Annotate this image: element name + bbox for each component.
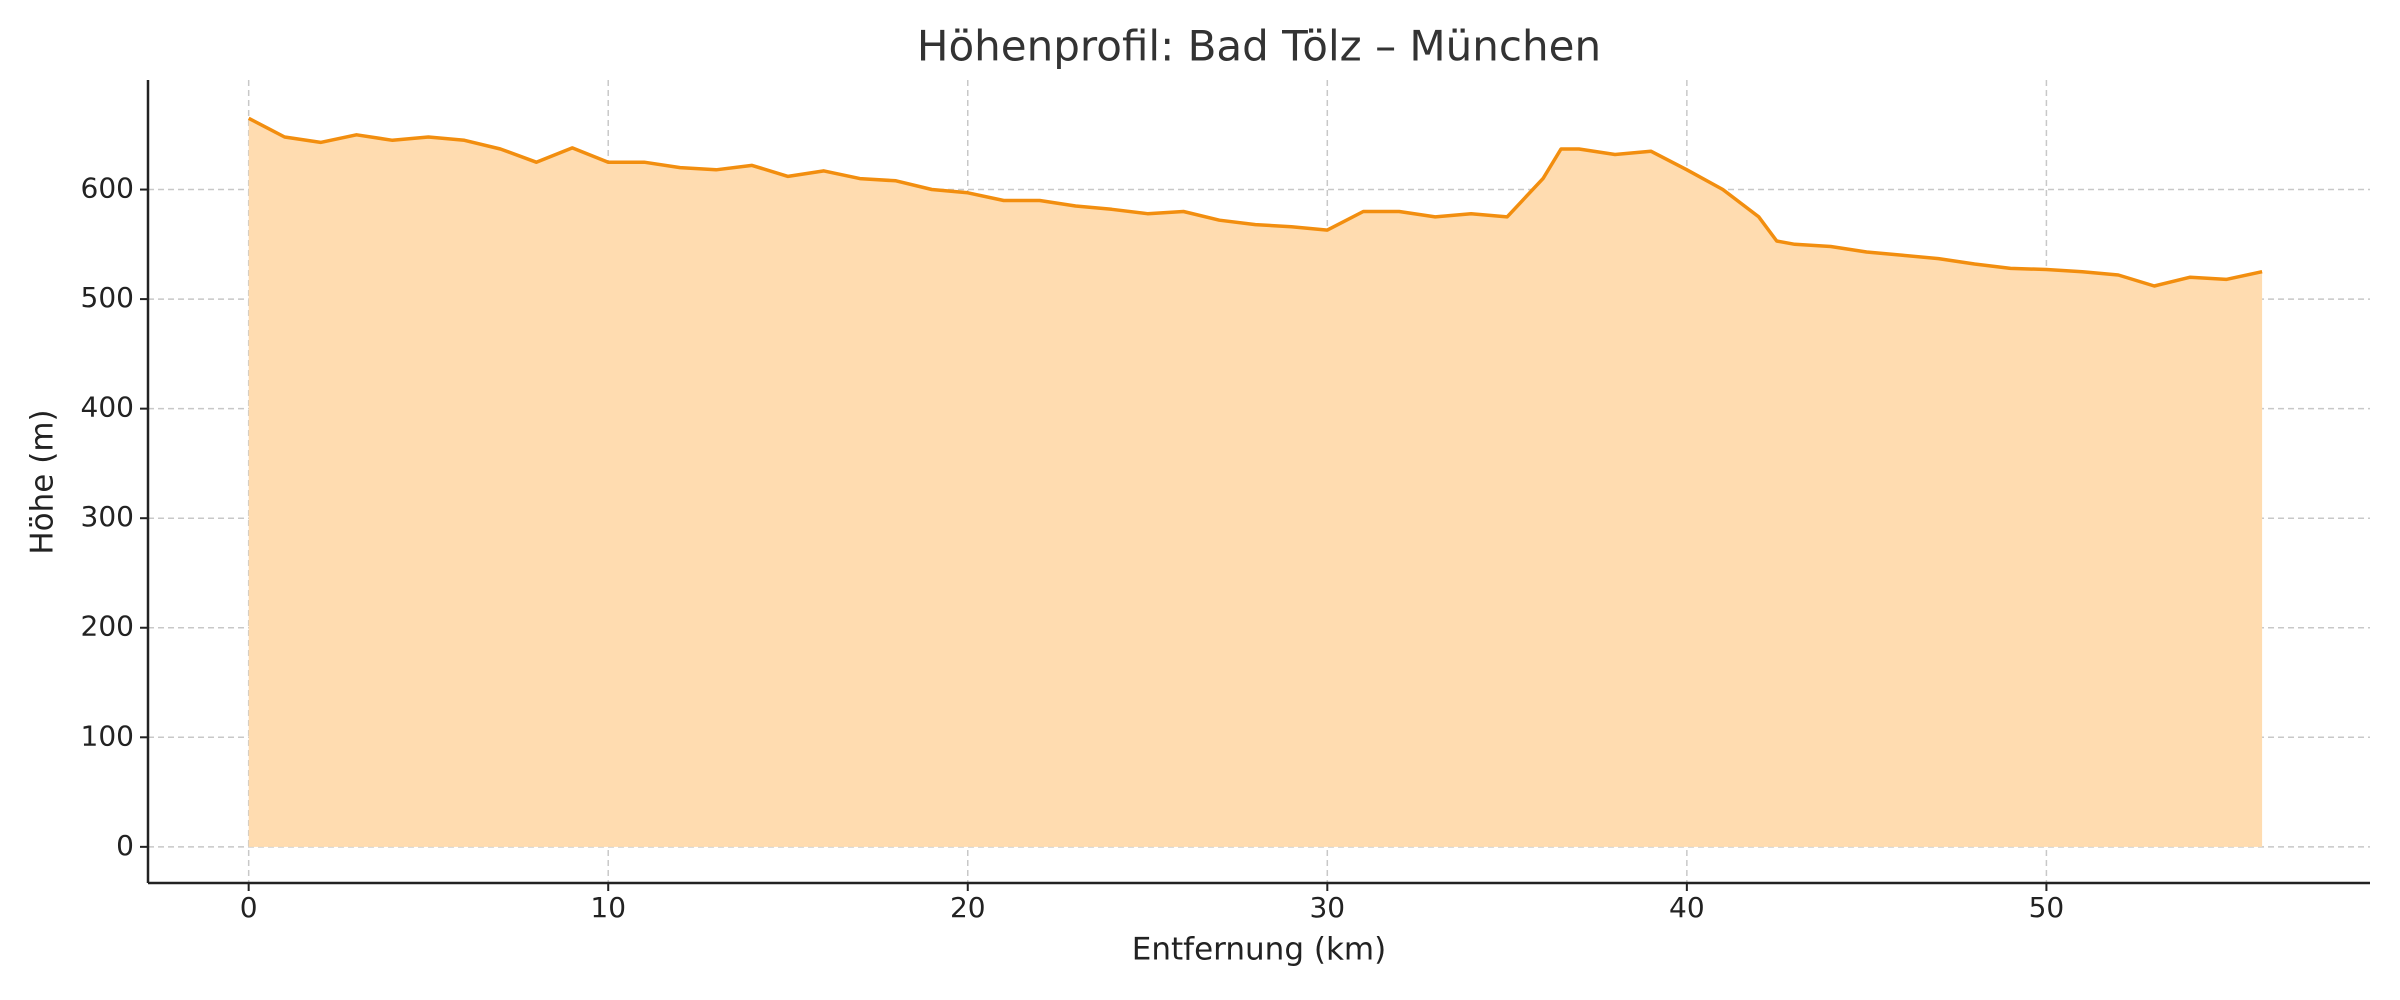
x-tick-label: 10 [590,891,626,924]
chart-title: Höhenprofil: Bad Tölz – München [917,22,1601,71]
y-tick-label: 200 [81,610,134,643]
y-tick-label: 100 [81,719,134,752]
x-axis-label: Entfernung (km) [1132,932,1386,968]
y-tick-label: 400 [81,391,134,424]
line [247,116,2263,288]
y-axis-label: Höhe (m) [25,409,61,554]
y-tick-label: 500 [81,281,134,314]
x-tick-label: 0 [240,891,258,924]
y-tick-label: 0 [116,829,134,862]
y-tick-label: 600 [81,172,134,205]
x-tick-label: 50 [2029,891,2065,924]
x-tick-label: 30 [1309,891,1345,924]
x-tick-label: 40 [1669,891,1705,924]
x-tick-label: 20 [950,891,986,924]
area-fill [248,118,2263,847]
y-tick-label: 300 [81,500,134,533]
